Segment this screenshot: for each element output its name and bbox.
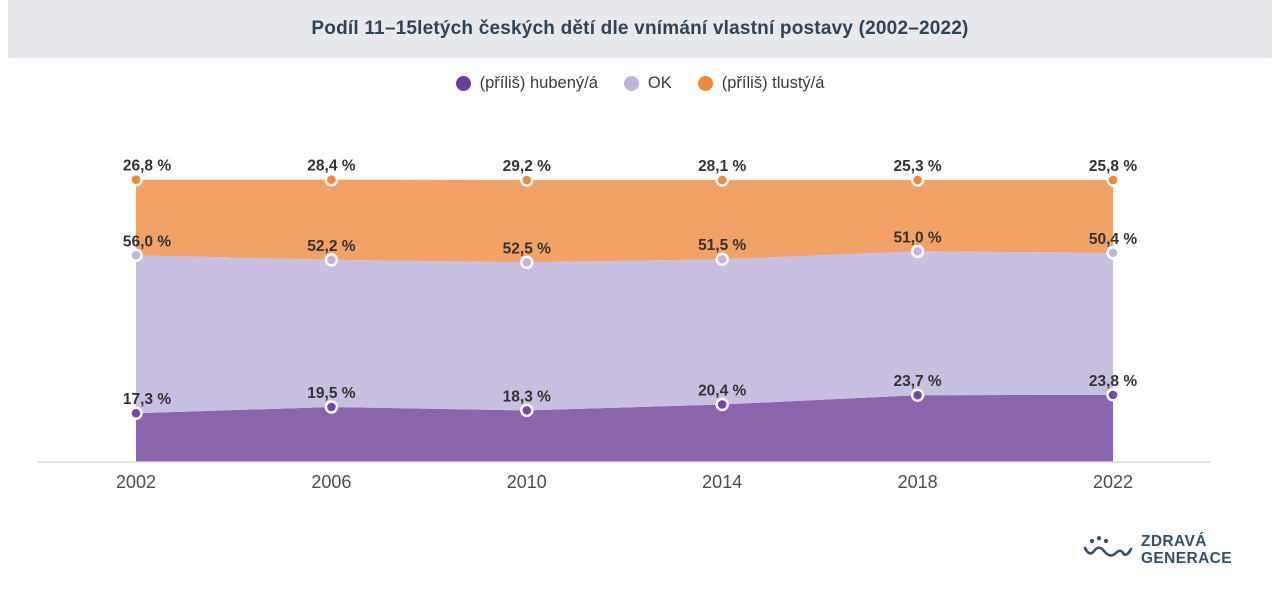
legend-label-ok: OK (647, 73, 672, 92)
data-point-marker[interactable] (520, 403, 534, 418)
value-label: 18,3 % (503, 388, 551, 405)
wave-smile-icon (1083, 536, 1133, 557)
legend-label-hubeny: (příliš) hubený/á (479, 73, 598, 92)
chart-title-bar: Podíl 11–15letých českých dětí dle vnímá… (8, 0, 1272, 58)
value-label: 28,4 % (307, 158, 355, 175)
data-point-marker[interactable] (910, 244, 925, 259)
data-point-marker[interactable] (129, 406, 143, 420)
legend-item-ok[interactable]: OK (623, 73, 672, 93)
data-point-marker[interactable] (910, 388, 925, 402)
value-label: 26,8 % (123, 158, 171, 175)
value-label: 52,2 % (307, 238, 355, 255)
legend-dot-hubeny-icon (455, 75, 471, 91)
value-label: 56,0 % (123, 233, 171, 250)
x-tick-label: 2018 (898, 472, 938, 492)
data-point-marker[interactable] (324, 253, 339, 267)
value-label: 17,3 % (123, 391, 171, 408)
value-label: 52,5 % (503, 240, 551, 257)
logo-text: ZDRAVÁ GENERACE (1141, 533, 1232, 567)
value-label: 23,7 % (893, 373, 941, 390)
value-label: 51,5 % (698, 237, 746, 254)
data-point-marker[interactable] (324, 400, 339, 414)
x-tick-label: 2002 (116, 472, 156, 492)
data-point-marker[interactable] (520, 173, 534, 187)
data-point-marker[interactable] (715, 397, 729, 412)
data-point-marker[interactable] (910, 173, 925, 187)
zdrava-generace-logo: ZDRAVÁ GENERACE (1083, 533, 1232, 567)
value-label: 25,8 % (1089, 158, 1137, 175)
chart-legend: (příliš) hubený/á OK (příliš) tlustý/á (0, 68, 1280, 98)
area-hubeny (136, 394, 1113, 462)
data-point-marker[interactable] (1106, 173, 1120, 187)
area-ok (136, 251, 1113, 414)
data-point-marker[interactable] (715, 252, 729, 266)
legend-item-hubeny[interactable]: (příliš) hubený/á (455, 73, 598, 93)
legend-dot-ok-icon (623, 75, 639, 91)
data-point-marker[interactable] (1106, 246, 1120, 260)
legend-dot-tlusty-icon (697, 75, 713, 91)
data-point-marker[interactable] (324, 173, 339, 187)
x-tick-label: 2010 (507, 472, 547, 492)
value-label: 51,0 % (893, 229, 941, 246)
data-point-marker[interactable] (715, 173, 729, 187)
value-label: 50,4 % (1089, 231, 1137, 248)
logo-line-2: GENERACE (1140, 550, 1232, 567)
x-tick-label: 2014 (702, 472, 742, 492)
logo-line-1: ZDRAVÁ (1140, 533, 1207, 550)
value-label: 28,1 % (698, 158, 746, 175)
value-label: 20,4 % (698, 382, 746, 399)
value-label: 23,8 % (1089, 373, 1137, 390)
x-tick-label: 2006 (311, 472, 351, 492)
area-tlusty (136, 179, 1113, 263)
legend-label-tlusty: (příliš) tlustý/á (721, 73, 825, 92)
data-point-marker[interactable] (129, 248, 143, 262)
value-label: 25,3 % (893, 158, 941, 175)
chart-title: Podíl 11–15letých českých dětí dle vnímá… (311, 18, 969, 39)
value-label: 19,5 % (307, 385, 355, 402)
data-point-marker[interactable] (520, 255, 534, 270)
value-label: 29,2 % (503, 158, 551, 175)
x-tick-label: 2022 (1093, 472, 1133, 492)
data-point-marker[interactable] (129, 173, 143, 187)
data-point-marker[interactable] (1106, 388, 1120, 402)
legend-item-tlusty[interactable]: (příliš) tlustý/á (697, 73, 825, 93)
